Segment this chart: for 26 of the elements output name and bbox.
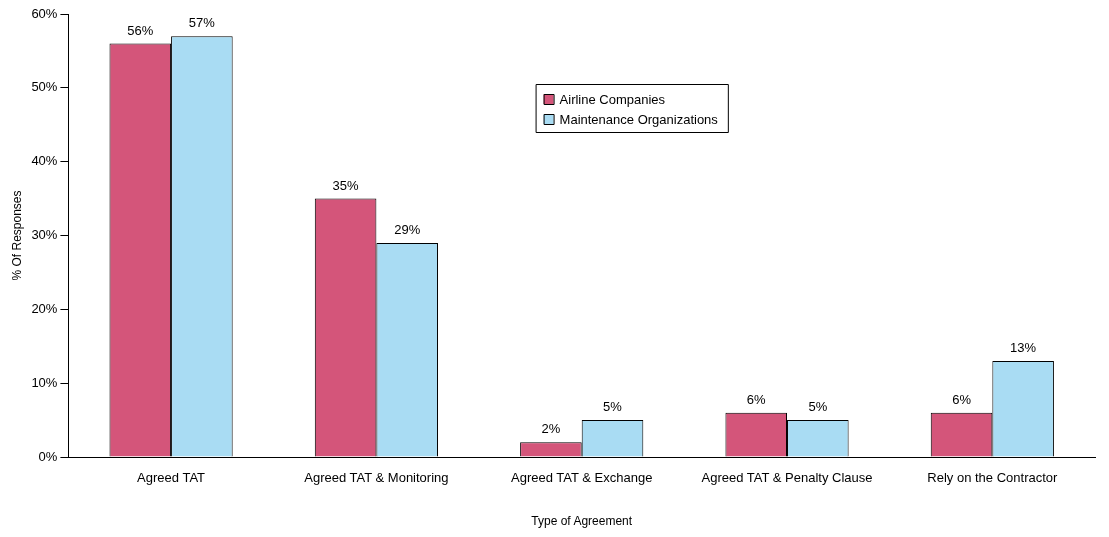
data-label: 2% — [541, 421, 561, 437]
x-tick-label: Agreed TAT & Penalty Clause — [701, 470, 873, 486]
data-label: 57% — [188, 15, 216, 31]
data-label: 29% — [394, 221, 421, 237]
y-tick-label: 50% — [31, 79, 58, 95]
x-tick-label: Agreed TAT & Monitoring — [304, 470, 449, 486]
x-tick-label: Rely on the Contractor — [927, 470, 1059, 486]
x-tick-label: Agreed TAT — [137, 470, 206, 486]
y-tick-label: 60% — [31, 5, 58, 21]
legend-label: Maintenance Organizations — [559, 111, 719, 127]
y-tick-label: 40% — [31, 153, 58, 169]
data-label: 13% — [1010, 340, 1037, 356]
data-label: 5% — [603, 399, 623, 415]
y-axis-title: % Of Responses — [9, 190, 24, 281]
x-tick-label: Agreed TAT & Exchange — [511, 470, 653, 486]
y-tick-label: 30% — [31, 227, 58, 243]
y-tick-label: 10% — [31, 374, 58, 390]
legend-label: Airline Companies — [559, 91, 666, 107]
y-tick-label: 20% — [31, 300, 58, 316]
data-label: 35% — [332, 177, 360, 193]
data-label: 5% — [808, 399, 828, 415]
y-tick-label: 0% — [38, 448, 58, 464]
x-axis-title: Type of Agreement — [531, 514, 633, 529]
data-label: 6% — [746, 391, 767, 407]
data-label: 6% — [952, 391, 972, 407]
data-label: 56% — [127, 22, 154, 38]
